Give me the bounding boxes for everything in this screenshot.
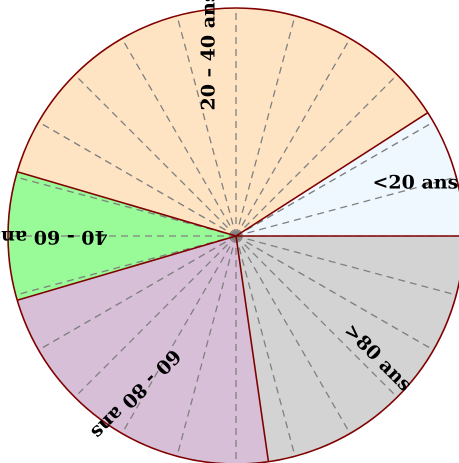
guide-line: [235, 176, 457, 237]
guide-line: [176, 15, 237, 237]
guide-line: [235, 74, 398, 237]
pie-slice-20-40-ans: [17, 7, 428, 237]
guide-line: [235, 235, 351, 434]
slice-dividers: [17, 112, 459, 462]
guide-line: [235, 235, 434, 351]
slice-divider: [17, 235, 237, 302]
guide-line: [38, 235, 237, 351]
guide-line: [15, 176, 237, 237]
guide-line: [121, 235, 237, 434]
guide-line: [235, 235, 296, 457]
guide-line: [235, 38, 351, 237]
guide-line: [235, 15, 296, 237]
guide-line: [176, 235, 237, 457]
slice-label-20-40-ans: 20 – 40 ans: [197, 0, 219, 110]
guide-line: [235, 235, 398, 398]
slice-label-40-60-ans: 40 - 60 ans: [0, 226, 108, 248]
guide-line: [15, 235, 237, 296]
pie-slice-lt20-ans: [236, 112, 459, 236]
guide-lines: [8, 8, 459, 463]
slice-divider: [235, 235, 270, 462]
guide-line: [38, 121, 237, 237]
slice-divider: [235, 112, 429, 237]
guide-line: [121, 38, 237, 237]
pie-slices: [7, 7, 459, 463]
guide-line: [74, 74, 237, 237]
pie-rim: [7, 7, 459, 463]
guide-line: [74, 235, 237, 398]
slice-divider: [17, 170, 237, 237]
pie-slice-60-80-ans: [17, 236, 269, 463]
guide-line: [235, 121, 434, 237]
guide-line: [235, 235, 457, 296]
pie-slice-gt80-ans: [236, 236, 459, 462]
slice-label-lt20-ans: <20 ans: [372, 171, 458, 193]
